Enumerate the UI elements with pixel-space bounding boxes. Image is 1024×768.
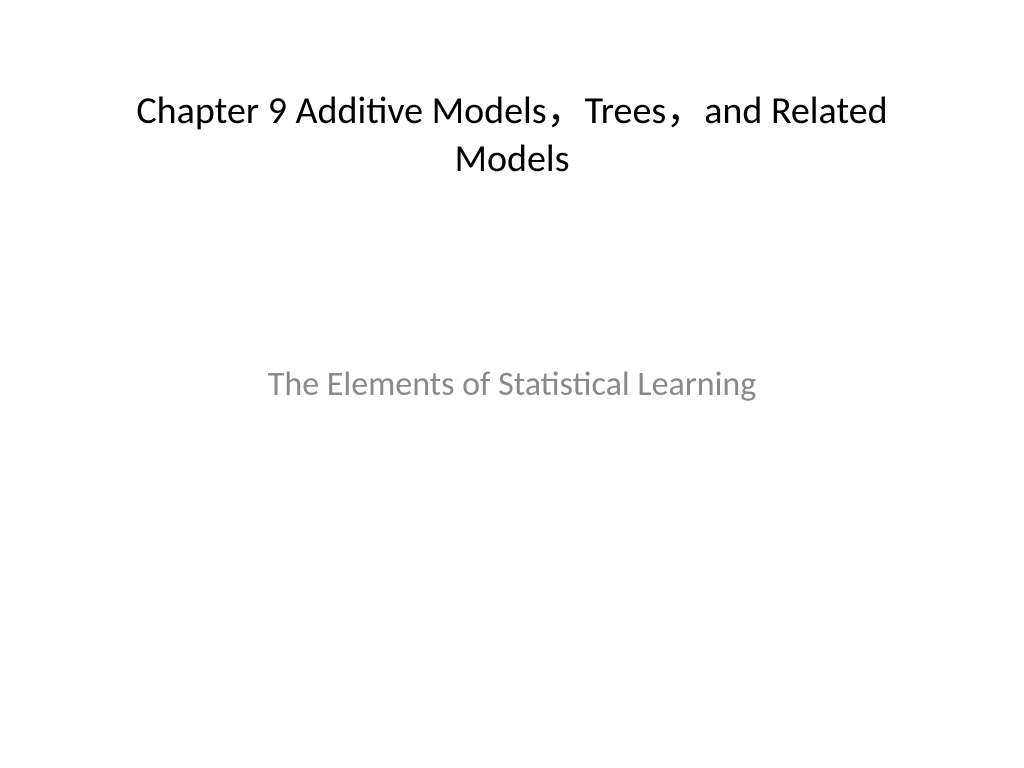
slide-title: Chapter 9 Additive Models，Trees，and Rela… — [100, 88, 924, 183]
presentation-slide: Chapter 9 Additive Models，Trees，and Rela… — [0, 0, 1024, 768]
slide-subtitle: The Elements of Statistical Learning — [100, 365, 924, 406]
